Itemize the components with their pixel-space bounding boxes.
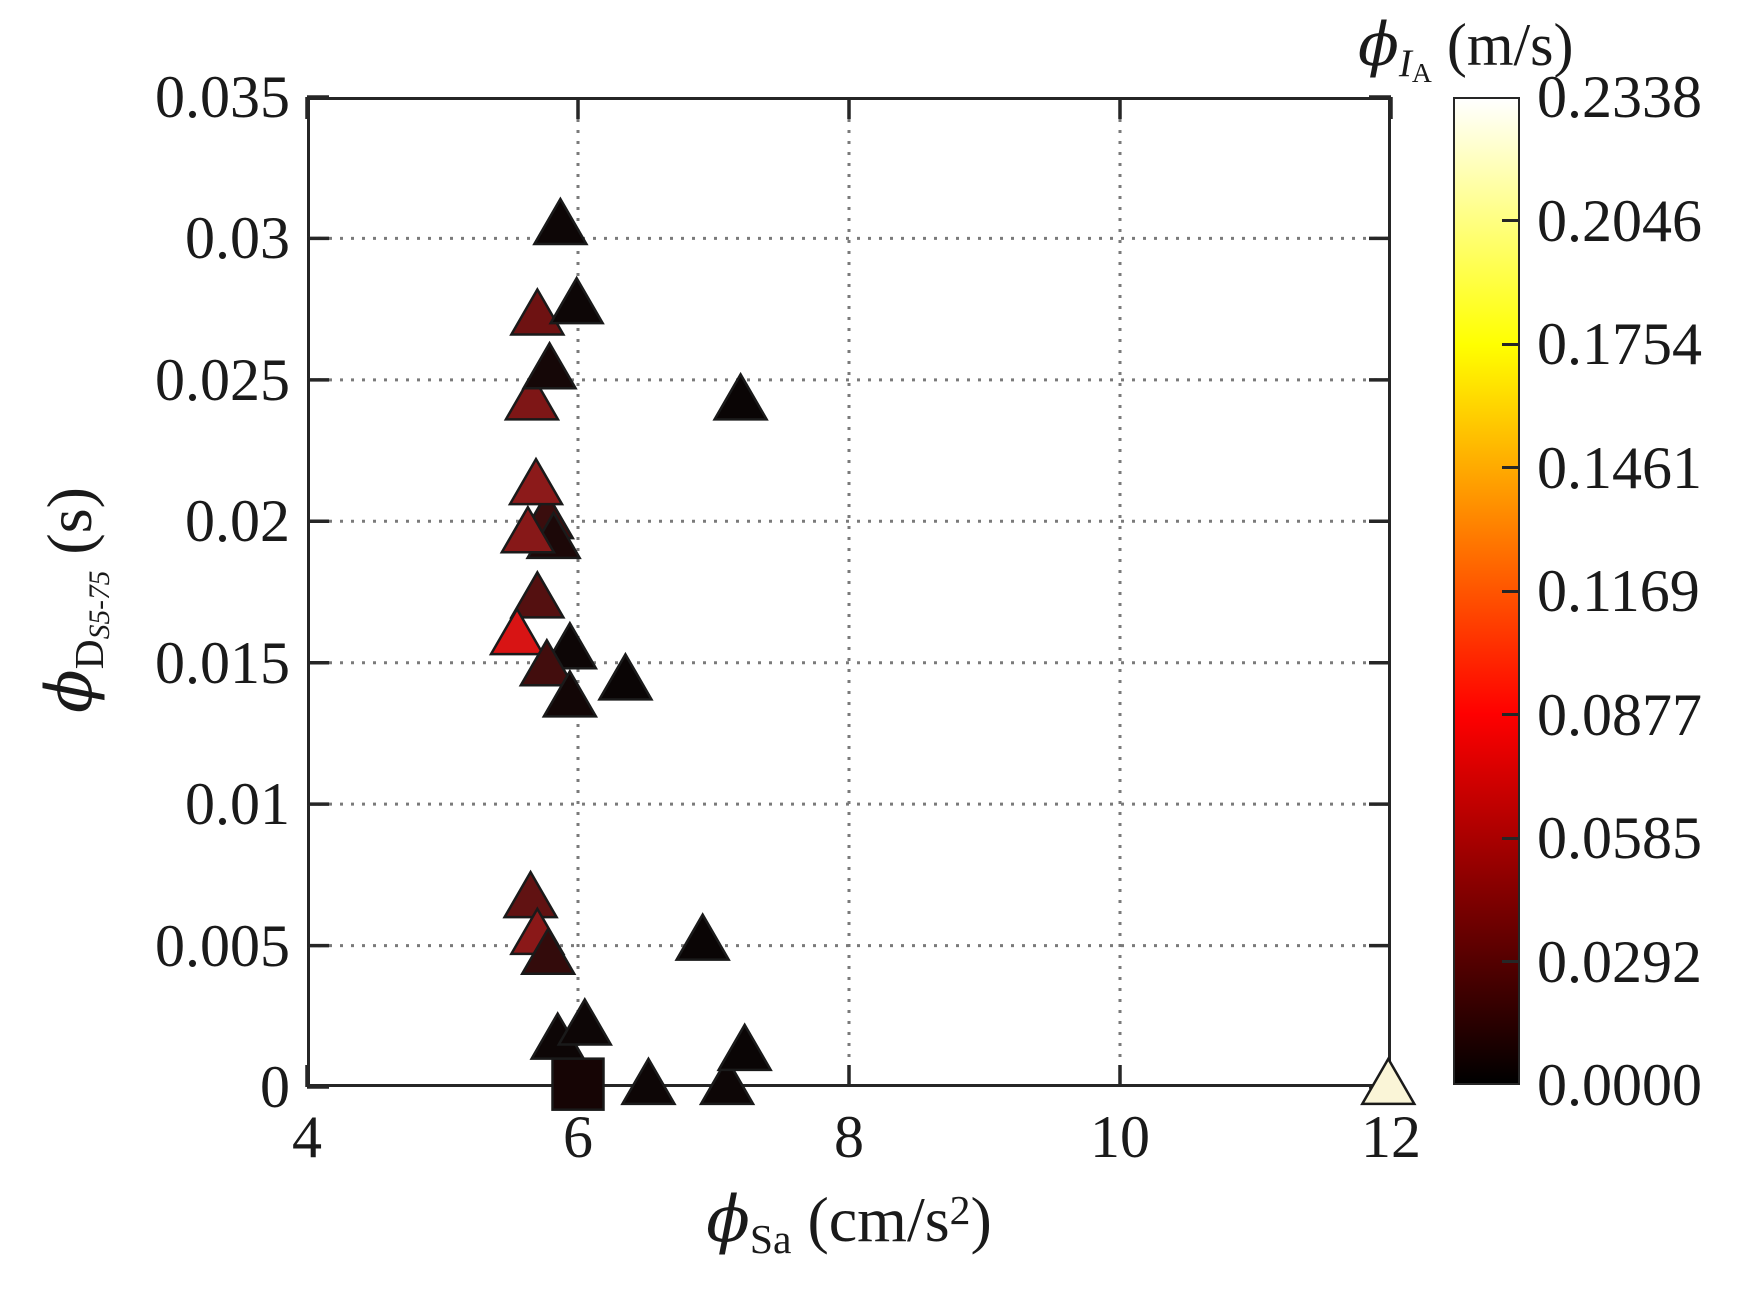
x-tick-label: 12 — [1361, 1104, 1421, 1170]
y-tick-label: 0.035 — [155, 64, 290, 130]
colorbar-tick-label: 0.0877 — [1537, 681, 1702, 748]
data-point-triangle — [507, 456, 565, 506]
y-tick-label: 0.01 — [185, 771, 290, 838]
data-point-triangle — [541, 668, 599, 718]
colorbar-tick-mark — [1502, 219, 1518, 222]
data-point-triangle — [1360, 1056, 1417, 1106]
data-point-triangle — [674, 912, 731, 961]
colorbar-tick-label: 0.1754 — [1537, 311, 1702, 377]
data-point-triangle — [532, 196, 589, 246]
x-label-superscript: 2 — [949, 1186, 971, 1233]
colorbar-title-unit: (m/s) — [1431, 12, 1574, 78]
colorbar-tick-mark — [1502, 960, 1518, 963]
colorbar-title: ϕIA (m/s) — [1358, 10, 1574, 88]
colorbar-tick-label: 0.0000 — [1537, 1052, 1702, 1118]
data-point-triangle — [518, 637, 576, 687]
colorbar-title-subscript: I — [1398, 41, 1412, 85]
colorbar-tick-mark — [1502, 466, 1518, 469]
x-tick-label: 8 — [834, 1104, 864, 1170]
colorbar-tick-mark — [1502, 836, 1518, 840]
phi-symbol: ϕ — [706, 1183, 750, 1257]
colorbar-tick-mark — [1502, 713, 1518, 716]
data-point-triangle — [503, 371, 561, 421]
x-tick-label: 4 — [292, 1104, 322, 1170]
data-point-square — [551, 1057, 605, 1111]
data-point-triangle — [716, 1022, 773, 1072]
x-label-unit: (cm/s — [791, 1184, 950, 1255]
colorbar-tick-mark — [1502, 342, 1518, 346]
colorbar-tick-label: 0.0292 — [1537, 928, 1702, 995]
data-point-triangle — [521, 340, 578, 390]
y-tick-label: 0.03 — [185, 205, 290, 272]
colorbar-tick-mark — [1502, 589, 1518, 593]
data-point-triangle — [698, 1056, 756, 1106]
data-point-triangle — [548, 275, 605, 325]
x-label-unit-close: ) — [970, 1184, 992, 1255]
y-tick-label: 0.02 — [185, 488, 290, 555]
data-point-triangle — [556, 996, 613, 1046]
x-tick-label: 6 — [563, 1104, 593, 1170]
y-tick-label: 0 — [260, 1054, 290, 1120]
x-tick-label: 10 — [1090, 1104, 1150, 1170]
x-label-subscript: Sa — [749, 1215, 792, 1262]
data-point-triangle — [488, 606, 546, 656]
colorbar-tick-label: 0.2046 — [1537, 187, 1702, 254]
colorbar-tick-label: 0.1169 — [1537, 558, 1700, 624]
colorbar-tick-label: 0.0585 — [1537, 805, 1702, 871]
scatter-plot — [305, 95, 1417, 1111]
data-point-triangle — [597, 651, 654, 701]
y-tick-label: 0.025 — [155, 346, 290, 413]
x-axis-label: ϕSa (cm/s2) — [307, 1183, 1391, 1262]
data-point-triangle — [509, 286, 566, 336]
y-tick-label: 0.005 — [155, 912, 290, 979]
data-point-triangle — [712, 371, 769, 421]
data-point-triangle — [509, 569, 566, 619]
data-point-triangle — [502, 869, 559, 919]
data-point-triangle — [620, 1056, 677, 1106]
data-point-triangle — [499, 504, 557, 554]
colorbar-tick-label: 0.1461 — [1537, 434, 1702, 501]
y-tick-label: 0.015 — [155, 629, 290, 696]
phi-symbol: ϕ — [1358, 10, 1399, 80]
data-point-triangle — [520, 926, 577, 975]
colorbar-tick-label: 0.2338 — [1537, 64, 1702, 130]
colorbar-title-subsubscript: A — [1411, 57, 1432, 89]
